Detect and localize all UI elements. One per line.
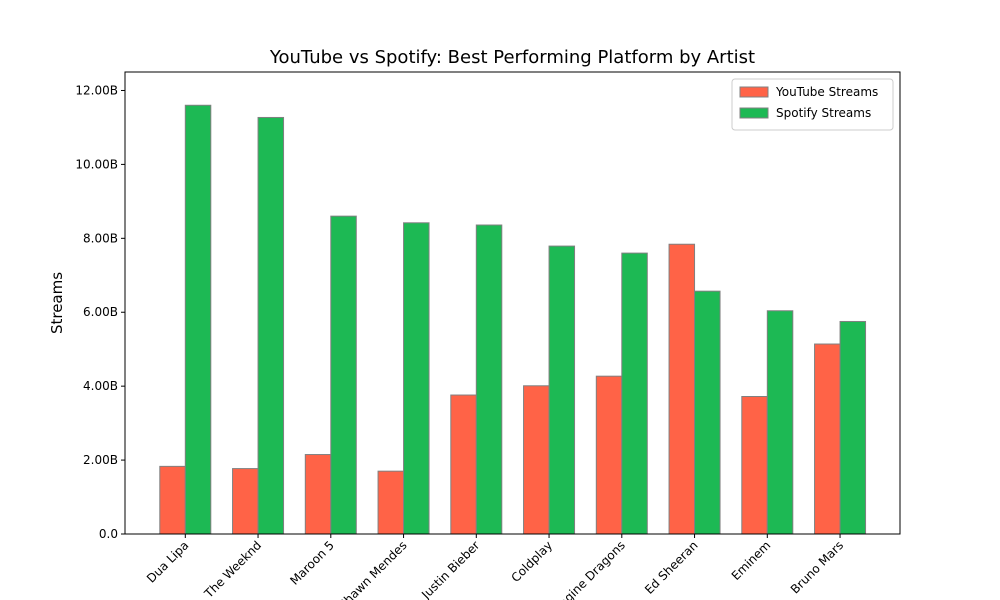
x-tick-label: Eminem bbox=[729, 538, 774, 583]
chart-title: YouTube vs Spotify: Best Performing Plat… bbox=[269, 47, 755, 68]
bar-youtube-streams bbox=[232, 468, 259, 535]
bar-youtube-streams bbox=[304, 454, 332, 535]
x-tick-label: Bruno Mars bbox=[788, 538, 846, 596]
x-tick-label: Ed Sheeran bbox=[642, 538, 701, 597]
bar-spotify-streams bbox=[403, 222, 430, 535]
bar-spotify-streams bbox=[257, 116, 285, 535]
bar-spotify-streams bbox=[839, 320, 867, 535]
bar-youtube-streams bbox=[595, 375, 623, 535]
y-tick-label: 10.00B bbox=[75, 157, 118, 171]
legend-swatch-spotify-streams bbox=[739, 107, 769, 119]
y-tick-label: 2.00B bbox=[83, 453, 118, 467]
bar-youtube-streams bbox=[377, 470, 405, 535]
bar-youtube-streams bbox=[159, 465, 186, 535]
legend: YouTube Streams Spotify Streams bbox=[731, 78, 894, 131]
x-tick-label: Coldplay bbox=[508, 538, 555, 585]
y-tick-label: 8.00B bbox=[83, 231, 118, 245]
x-tick-label: Shawn Mendes bbox=[336, 538, 410, 600]
axes-frame bbox=[124, 71, 901, 535]
bar-youtube-streams bbox=[741, 396, 768, 535]
bar-youtube-streams bbox=[814, 343, 841, 535]
bar-spotify-streams bbox=[766, 310, 794, 535]
legend-label-spotify-streams: Spotify Streams bbox=[776, 106, 871, 120]
y-tick-label: 12.00B bbox=[75, 83, 118, 97]
y-tick-label: 0.0 bbox=[99, 527, 118, 541]
bar-youtube-streams bbox=[668, 243, 696, 535]
x-tick-label: Dua Lipa bbox=[144, 538, 191, 585]
legend-box bbox=[731, 78, 894, 131]
bar-spotify-streams bbox=[475, 224, 503, 535]
y-tick-label: 6.00B bbox=[83, 305, 118, 319]
bar-spotify-streams bbox=[548, 245, 576, 535]
bar-spotify-streams bbox=[330, 215, 357, 535]
bar-youtube-streams bbox=[523, 385, 550, 535]
x-tick-label: Justin Bieber bbox=[418, 538, 482, 600]
x-tick-label: The Weeknd bbox=[201, 538, 264, 600]
y-tick-label: 4.00B bbox=[83, 379, 118, 393]
bar-spotify-streams bbox=[184, 104, 212, 535]
bar-youtube-streams bbox=[450, 394, 477, 535]
bar-spotify-streams bbox=[621, 252, 648, 535]
bar-spotify-streams bbox=[694, 290, 721, 535]
y-axis-label: Streams bbox=[48, 272, 66, 334]
x-tick-label: Maroon 5 bbox=[287, 538, 337, 588]
x-tick-label: Imagine Dragons bbox=[545, 538, 628, 600]
legend-swatch-youtube-streams bbox=[739, 86, 769, 98]
legend-label-youtube-streams: YouTube Streams bbox=[775, 85, 878, 99]
